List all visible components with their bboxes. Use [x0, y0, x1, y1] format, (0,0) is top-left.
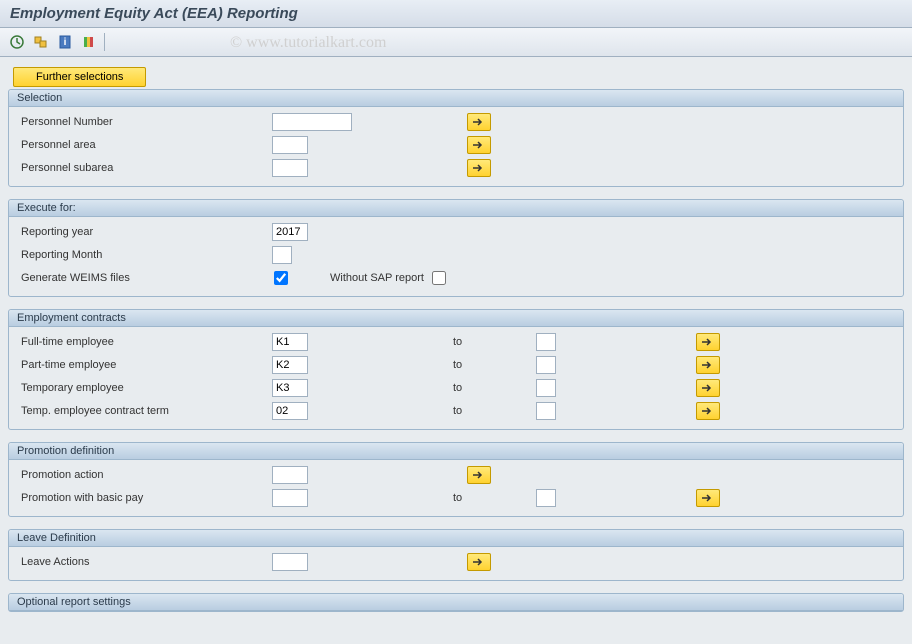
selection-group: Selection Personnel Number Personnel are…: [8, 89, 904, 187]
execute-group: Execute for: Reporting year Reporting Mo…: [8, 199, 904, 297]
fulltime-from-input[interactable]: [272, 333, 308, 351]
fulltime-to-input[interactable]: [536, 333, 556, 351]
execute-icon[interactable]: [6, 32, 28, 52]
reporting-year-label: Reporting year: [17, 226, 272, 238]
personnel-number-label: Personnel Number: [17, 116, 272, 128]
svg-text:i: i: [64, 37, 67, 48]
parttime-label: Part-time employee: [17, 359, 272, 371]
promotion-header: Promotion definition: [9, 443, 903, 460]
leave-actions-input[interactable]: [272, 553, 308, 571]
content-area: Further selections Selection Personnel N…: [0, 57, 912, 634]
fulltime-multi-button[interactable]: [696, 333, 720, 351]
contracts-group: Employment contracts Full-time employee …: [8, 309, 904, 430]
variant-icon[interactable]: [30, 32, 52, 52]
page-title: Employment Equity Act (EEA) Reporting: [10, 5, 298, 22]
generate-weims-label: Generate WEIMS files: [17, 272, 272, 284]
personnel-number-multi-button[interactable]: [467, 113, 491, 131]
promotion-basic-pay-to-input[interactable]: [536, 489, 556, 507]
without-sap-label: Without SAP report: [330, 272, 424, 284]
promotion-basic-pay-to-label: to: [453, 492, 528, 504]
temp-term-label: Temp. employee contract term: [17, 405, 272, 417]
color-legend-icon[interactable]: [78, 32, 100, 52]
personnel-area-input[interactable]: [272, 136, 308, 154]
title-bar: Employment Equity Act (EEA) Reporting: [0, 0, 912, 28]
leave-actions-multi-button[interactable]: [467, 553, 491, 571]
temp-term-to-label: to: [453, 405, 528, 417]
contracts-header: Employment contracts: [9, 310, 903, 327]
promotion-action-label: Promotion action: [17, 469, 272, 481]
promotion-basic-pay-from-input[interactable]: [272, 489, 308, 507]
parttime-to-label: to: [453, 359, 528, 371]
selection-header: Selection: [9, 90, 903, 107]
promotion-group: Promotion definition Promotion action Pr…: [8, 442, 904, 517]
info-icon[interactable]: i: [54, 32, 76, 52]
personnel-area-multi-button[interactable]: [467, 136, 491, 154]
promotion-basic-pay-multi-button[interactable]: [696, 489, 720, 507]
promotion-action-input[interactable]: [272, 466, 308, 484]
personnel-area-label: Personnel area: [17, 139, 272, 151]
reporting-month-input[interactable]: [272, 246, 292, 264]
promotion-action-multi-button[interactable]: [467, 466, 491, 484]
personnel-subarea-input[interactable]: [272, 159, 308, 177]
further-selections-button[interactable]: Further selections: [13, 67, 146, 87]
leave-group: Leave Definition Leave Actions: [8, 529, 904, 581]
optional-header: Optional report settings: [9, 594, 903, 611]
parttime-multi-button[interactable]: [696, 356, 720, 374]
fulltime-to-label: to: [453, 336, 528, 348]
leave-actions-label: Leave Actions: [17, 556, 272, 568]
promotion-basic-pay-label: Promotion with basic pay: [17, 492, 272, 504]
personnel-number-input[interactable]: [272, 113, 352, 131]
temp-term-from-input[interactable]: [272, 402, 308, 420]
personnel-subarea-multi-button[interactable]: [467, 159, 491, 177]
personnel-subarea-label: Personnel subarea: [17, 162, 272, 174]
reporting-year-input[interactable]: [272, 223, 308, 241]
parttime-to-input[interactable]: [536, 356, 556, 374]
without-sap-checkbox[interactable]: [432, 271, 446, 285]
reporting-month-label: Reporting Month: [17, 249, 272, 261]
generate-weims-checkbox[interactable]: [274, 271, 288, 285]
temporary-to-input[interactable]: [536, 379, 556, 397]
temporary-to-label: to: [453, 382, 528, 394]
parttime-from-input[interactable]: [272, 356, 308, 374]
temporary-from-input[interactable]: [272, 379, 308, 397]
execute-header: Execute for:: [9, 200, 903, 217]
temp-term-to-input[interactable]: [536, 402, 556, 420]
temporary-multi-button[interactable]: [696, 379, 720, 397]
temp-term-multi-button[interactable]: [696, 402, 720, 420]
toolbar-separator: [104, 33, 105, 51]
optional-group: Optional report settings: [8, 593, 904, 612]
fulltime-label: Full-time employee: [17, 336, 272, 348]
temporary-label: Temporary employee: [17, 382, 272, 394]
leave-header: Leave Definition: [9, 530, 903, 547]
toolbar: i: [0, 28, 912, 57]
